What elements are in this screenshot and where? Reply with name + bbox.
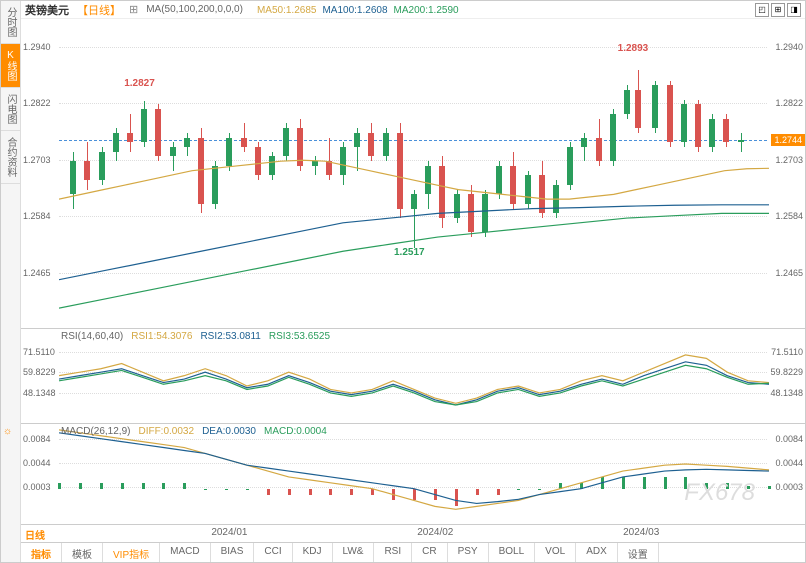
indicator-tab[interactable]: 指标	[21, 543, 62, 562]
tool-icon-3[interactable]: ◨	[787, 3, 801, 17]
instrument-name: 英镑美元	[25, 2, 69, 18]
indicator-tab[interactable]: VIP指标	[103, 543, 160, 562]
tool-icon-1[interactable]: ◰	[755, 3, 769, 17]
indicator-tab[interactable]: ADX	[576, 543, 618, 562]
ma-value: MA50:1.2685	[257, 5, 317, 16]
x-axis-label: 2024/03	[623, 527, 659, 538]
rsi-value: RSI3:53.6525	[269, 331, 330, 342]
indicator-tab[interactable]: BIAS	[211, 543, 255, 562]
x-axis: 日线 2024/01 2024/02 2024/03	[21, 524, 805, 542]
indicator-tab[interactable]: VOL	[535, 543, 576, 562]
rsi-value: RSI2:53.0811	[200, 331, 260, 342]
macd-value: DIFF:0.0032	[138, 426, 194, 437]
x-axis-label: 2024/02	[417, 527, 453, 538]
left-tab[interactable]: 合约资料	[1, 131, 20, 184]
macd-label: MACD(26,12,9)	[61, 426, 130, 437]
ma-value: MA200:1.2590	[394, 5, 459, 16]
settings-icon[interactable]: ⊞	[129, 3, 138, 16]
x-axis-label: 2024/01	[211, 527, 247, 538]
indicator-tab[interactable]: 设置	[618, 543, 659, 562]
price-annotation: 1.2517	[394, 247, 425, 258]
tool-icon-2[interactable]: ⊞	[771, 3, 785, 17]
timeframe-footer: 日线	[25, 527, 45, 542]
indicator-tab[interactable]: 模板	[62, 543, 103, 562]
current-price-tag: 1.2744	[771, 134, 805, 146]
rsi-label: RSI(14,60,40)	[61, 331, 123, 342]
price-chart-panel: 1.29401.28221.27031.25841.2465 1.29401.2…	[21, 19, 805, 329]
left-tab-bar: 分时图K线图闪电图合约资料	[1, 1, 21, 562]
indicator-tab[interactable]: RSI	[374, 543, 412, 562]
sun-icon: ☼	[3, 426, 12, 437]
price-annotation: 1.2827	[124, 78, 155, 89]
indicator-tab[interactable]: CCI	[254, 543, 292, 562]
macd-panel: ☼ MACD(26,12,9)DIFF:0.0032DEA:0.0030MACD…	[21, 424, 805, 524]
indicator-tab[interactable]: KDJ	[293, 543, 333, 562]
macd-value: MACD:0.0004	[264, 426, 327, 437]
left-tab[interactable]: 分时图	[1, 1, 20, 44]
macd-value: DEA:0.0030	[202, 426, 256, 437]
left-tab[interactable]: 闪电图	[1, 88, 20, 131]
rsi-panel: RSI(14,60,40) RSI1:54.3076 RSI2:53.0811 RSI…	[21, 329, 805, 424]
ma-value: MA100:1.2608	[322, 5, 387, 16]
indicator-tab-bar: 指标模板VIP指标MACDBIASCCIKDJLW&RSICRPSYBOLLVO…	[21, 542, 805, 562]
indicator-tab[interactable]: LW&	[333, 543, 375, 562]
chart-header: 英镑美元 【日线】 ⊞ MA(50,100,200,0,0,0) MA50:1.…	[21, 1, 805, 19]
indicator-tab[interactable]: MACD	[160, 543, 210, 562]
ma-config: MA(50,100,200,0,0,0)	[146, 4, 243, 15]
indicator-tab[interactable]: PSY	[448, 543, 489, 562]
price-annotation: 1.2893	[618, 43, 649, 54]
indicator-tab[interactable]: BOLL	[489, 543, 536, 562]
left-tab[interactable]: K线图	[1, 44, 20, 88]
rsi-value: RSI1:54.3076	[131, 331, 192, 342]
indicator-tab[interactable]: CR	[412, 543, 447, 562]
timeframe-badge: 【日线】	[77, 2, 121, 18]
